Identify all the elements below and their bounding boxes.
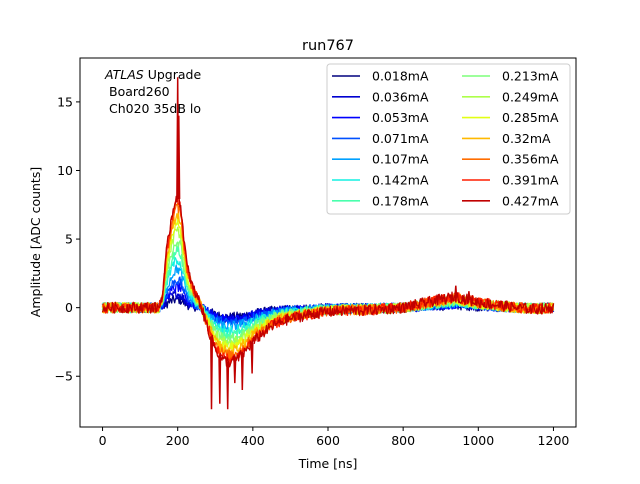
y-axis: −5 0 5 10 15	[55, 94, 80, 384]
y-axis-label: Amplitude [ADC counts]	[28, 167, 43, 317]
legend-label: 0.249mA	[502, 89, 559, 104]
x-tick-label: 200	[166, 433, 190, 448]
x-tick-label: 0	[99, 433, 107, 448]
annotation-line-1: ATLAS Upgrade	[104, 67, 201, 82]
legend-label: 0.213mA	[502, 69, 559, 84]
annotation-line-3: Ch020 35dB lo	[109, 101, 201, 116]
x-axis-label: Time [ns]	[298, 456, 358, 471]
y-tick-label: 5	[65, 232, 73, 247]
series-spike	[467, 291, 471, 300]
legend-label: 0.107mA	[372, 152, 429, 167]
y-tick-label: 10	[57, 163, 73, 178]
legend: 0.018mA 0.036mA 0.053mA 0.071mA 0.107mA 0.142…	[326, 63, 571, 215]
x-tick-label: 600	[316, 433, 340, 448]
series-spike	[226, 361, 230, 410]
x-axis: 0 200 400 600 800 1000 1200	[99, 427, 570, 448]
series-spike	[233, 360, 237, 384]
x-tick-label: 1200	[538, 433, 570, 448]
legend-label: 0.018mA	[372, 69, 429, 84]
legend-label: 0.142mA	[372, 173, 429, 188]
legend-label: 0.285mA	[502, 110, 559, 125]
y-tick-label: 15	[57, 94, 73, 109]
legend-label: 0.053mA	[372, 110, 429, 125]
x-tick-label: 400	[241, 433, 265, 448]
series-spike	[454, 285, 458, 297]
series-layer	[101, 77, 555, 410]
legend-label: 0.427mA	[502, 193, 559, 208]
atlas-annotation: ATLAS Upgrade Board260 Ch020 35dB lo	[104, 67, 201, 116]
y-tick-label: 0	[65, 300, 73, 315]
x-tick-label: 1000	[462, 433, 494, 448]
series-spike	[250, 342, 254, 374]
legend-box	[326, 63, 571, 215]
series-spike	[240, 354, 244, 391]
annotation-upgrade: Upgrade	[144, 67, 202, 82]
series-line-0.036mA	[101, 289, 555, 324]
series-spike	[177, 115, 181, 200]
legend-label: 0.356mA	[502, 152, 559, 167]
legend-label: 0.391mA	[502, 173, 559, 188]
legend-label: 0.071mA	[372, 131, 429, 146]
series-spike	[210, 338, 214, 410]
series-spike	[218, 355, 222, 404]
legend-label: 0.32mA	[502, 131, 551, 146]
x-tick-label: 800	[391, 433, 415, 448]
legend-label: 0.036mA	[372, 89, 429, 104]
y-tick-label: −5	[55, 369, 73, 384]
chart-title: run767	[302, 38, 354, 54]
legend-label: 0.178mA	[372, 193, 429, 208]
annotation-atlas: ATLAS	[104, 67, 144, 82]
annotation-line-2: Board260	[109, 84, 170, 99]
